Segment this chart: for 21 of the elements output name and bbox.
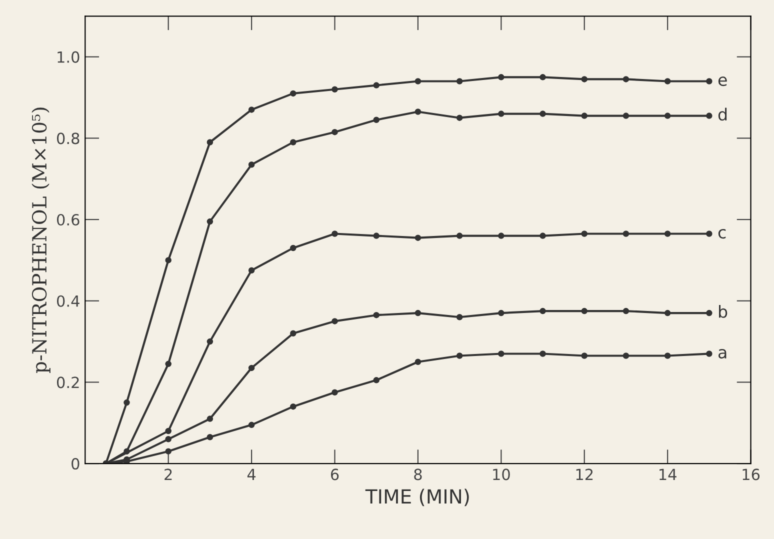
y-tick-label: 0.4 bbox=[56, 295, 80, 307]
x-tick-label: 10 bbox=[493, 468, 510, 480]
x-tick-label: 6 bbox=[330, 468, 339, 480]
x-tick-label: 4 bbox=[247, 468, 256, 480]
y-tick-label: 0.2 bbox=[56, 376, 79, 388]
x-tick-label: 16 bbox=[742, 468, 760, 480]
series-label: b bbox=[719, 304, 728, 318]
x-axis-title: TIME (MIN) bbox=[365, 488, 469, 506]
x-tick-label: 2 bbox=[164, 468, 172, 480]
y-tick-label: 0.8 bbox=[56, 132, 80, 144]
series-label: e bbox=[718, 76, 727, 86]
y-tick-label: 0 bbox=[72, 458, 80, 470]
series-label: a bbox=[718, 348, 726, 359]
y-tick-label: 1.0 bbox=[58, 51, 80, 63]
x-tick-label: 8 bbox=[414, 468, 422, 480]
x-tick-label: 12 bbox=[576, 468, 593, 480]
y-tick-label: 0.6 bbox=[56, 214, 80, 226]
x-tick-label: 14 bbox=[660, 468, 676, 480]
series-label: c bbox=[718, 229, 726, 239]
series-label: d bbox=[718, 108, 727, 121]
y-axis-title: p-NITROPHENOL (M×10⁵) bbox=[32, 108, 50, 374]
